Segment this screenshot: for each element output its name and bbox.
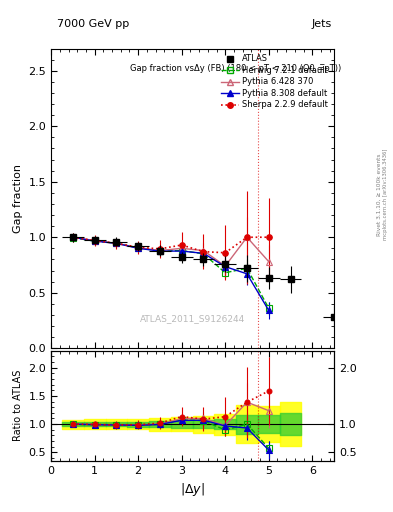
ATLAS bbox=[244, 265, 249, 271]
Y-axis label: Gap fraction: Gap fraction bbox=[13, 164, 23, 233]
ATLAS bbox=[70, 234, 75, 240]
ATLAS bbox=[288, 276, 293, 283]
Line: ATLAS: ATLAS bbox=[70, 234, 294, 283]
Text: Gap fraction vsΔy (FB) (180 < pT < 210 (Q0 =̅pT)): Gap fraction vsΔy (FB) (180 < pT < 210 (… bbox=[130, 63, 342, 73]
ATLAS bbox=[114, 239, 119, 245]
ATLAS bbox=[223, 261, 228, 267]
Text: 7000 GeV pp: 7000 GeV pp bbox=[57, 19, 129, 29]
Legend: ATLAS, Herwig 7.2.1 default, Pythia 6.428 370, Pythia 8.308 default, Sherpa 2.2.: ATLAS, Herwig 7.2.1 default, Pythia 6.42… bbox=[219, 53, 330, 111]
ATLAS bbox=[136, 243, 141, 249]
Text: Jets: Jets bbox=[312, 19, 332, 29]
Text: mcplots.cern.ch [arXiv:1306.3436]: mcplots.cern.ch [arXiv:1306.3436] bbox=[383, 149, 387, 240]
ATLAS bbox=[201, 257, 206, 263]
Text: Rivet 3.1.10, ≥ 100k events: Rivet 3.1.10, ≥ 100k events bbox=[377, 153, 382, 236]
ATLAS bbox=[158, 247, 162, 253]
ATLAS bbox=[92, 237, 97, 243]
Text: ATLAS_2011_S9126244: ATLAS_2011_S9126244 bbox=[140, 314, 245, 323]
ATLAS bbox=[266, 275, 271, 282]
Y-axis label: Ratio to ATLAS: Ratio to ATLAS bbox=[13, 370, 23, 441]
X-axis label: $|\Delta y|$: $|\Delta y|$ bbox=[180, 481, 205, 498]
ATLAS bbox=[179, 254, 184, 260]
